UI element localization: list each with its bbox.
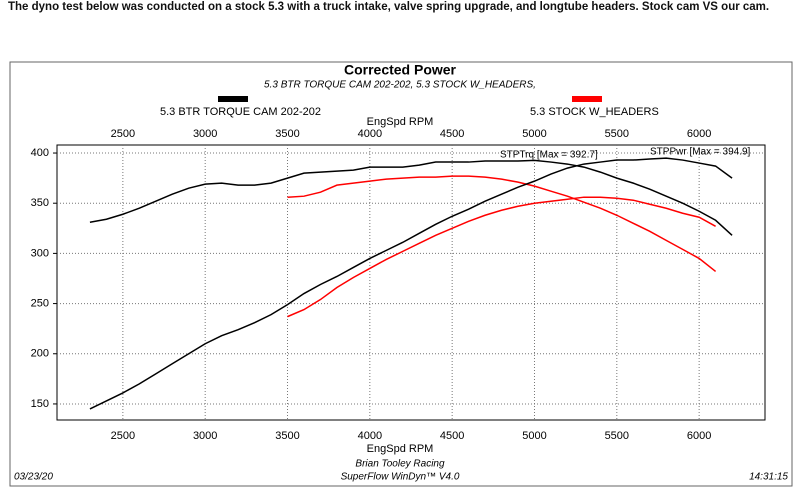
legend-swatch xyxy=(218,96,248,102)
annotation: STPPwr [Max = 394.9] xyxy=(650,147,751,158)
x-tick-label-top: 4500 xyxy=(440,128,464,140)
plot-area xyxy=(56,144,766,421)
x-tick-label-top: 2500 xyxy=(111,128,135,140)
legend-label: 5.3 STOCK W_HEADERS xyxy=(530,106,659,118)
footer-date: 03/23/20 xyxy=(14,472,53,483)
line-series xyxy=(287,196,716,318)
x-tick-label: 4500 xyxy=(440,430,464,442)
x-tick-label: 4000 xyxy=(358,430,382,442)
x-tick-label: 5500 xyxy=(605,430,629,442)
y-tick-label: 400 xyxy=(31,147,49,159)
x-tick-label: 2500 xyxy=(111,430,135,442)
chart-frame xyxy=(9,61,793,487)
x-tick-label-top: 6000 xyxy=(687,128,711,140)
x-axis-label-top: EngSpd RPM xyxy=(367,116,434,128)
x-tick-label-top: 3000 xyxy=(193,128,217,140)
footer-software: SuperFlow WinDyn™ V4.0 xyxy=(341,472,460,483)
x-tick-label: 3000 xyxy=(193,430,217,442)
annotation: STPTrq [Max = 392.7] xyxy=(500,150,598,161)
x-tick-label: 6000 xyxy=(687,430,711,442)
line-series xyxy=(287,175,717,273)
x-tick-label-top: 5500 xyxy=(605,128,629,140)
y-tick-label: 150 xyxy=(31,398,49,410)
y-tick-label: 250 xyxy=(31,297,49,309)
y-tick-label: 200 xyxy=(31,348,49,360)
legend-label: 5.3 BTR TORQUE CAM 202-202 xyxy=(160,106,321,118)
x-axis-label: EngSpd RPM xyxy=(367,443,434,455)
x-tick-label-top: 5000 xyxy=(522,128,546,140)
footer-time: 14:31:15 xyxy=(749,472,788,483)
x-tick-label-top: 3500 xyxy=(275,128,299,140)
y-tick-label: 350 xyxy=(31,197,49,209)
heading: The dyno test below was conducted on a s… xyxy=(8,1,770,13)
footer-shop: Brian Tooley Racing xyxy=(355,459,445,470)
x-tick-label-top: 4000 xyxy=(358,128,382,140)
line-series xyxy=(89,157,733,410)
chart-title: Corrected Power xyxy=(344,62,457,78)
legend-swatch xyxy=(572,96,602,102)
chart-subtitle: 5.3 BTR TORQUE CAM 202-202, 5.3 STOCK W_… xyxy=(264,80,536,91)
line-series xyxy=(89,159,733,236)
x-tick-label: 3500 xyxy=(275,430,299,442)
x-tick-label: 5000 xyxy=(522,430,546,442)
y-tick-label: 300 xyxy=(31,247,49,259)
